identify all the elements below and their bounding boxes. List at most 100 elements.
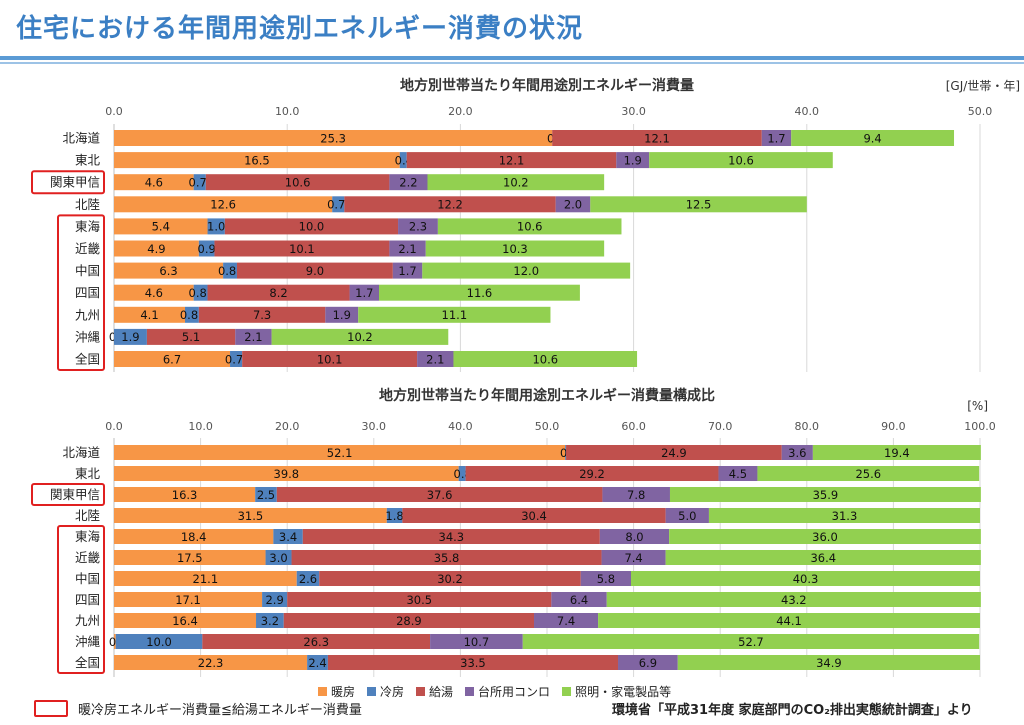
bar-kitchen: [781, 445, 813, 460]
data-label-hotwater: 8.2: [269, 286, 287, 300]
bar-lighting: [708, 508, 980, 523]
data-label-hotwater: 33.5: [460, 656, 486, 670]
bar-cooling: [207, 218, 225, 235]
x-tick-label: 10.0: [275, 105, 300, 118]
data-label-kitchen: 1.7: [398, 264, 416, 278]
category-label: 東北: [75, 153, 101, 168]
bar-lighting: [378, 284, 580, 301]
category-label: 九州: [75, 307, 100, 322]
bar-lighting: [606, 592, 981, 607]
bar-kitchen: [599, 529, 670, 544]
data-label-kitchen: 1.7: [767, 131, 785, 145]
bar-cooling: [296, 571, 320, 586]
data-label-cooling: 0.8: [218, 264, 236, 278]
bar-hotwater: [242, 351, 418, 367]
data-label-cooling: 10.0: [146, 635, 172, 649]
data-label-cooling: 0.9: [198, 242, 216, 256]
bar-cooling: [256, 613, 284, 628]
legend-item-kitchen: 台所用コンロ: [465, 683, 550, 700]
page-title: 住宅における年間用途別エネルギー消費の状況: [16, 14, 584, 44]
bar-lighting: [358, 306, 551, 323]
bar-heating: [114, 550, 266, 565]
data-label-lighting: 10.2: [347, 330, 373, 344]
category-label: 北陸: [75, 197, 100, 212]
data-label-cooling: 0.8: [180, 308, 198, 322]
bar-kitchen: [235, 328, 272, 345]
bar-heating: [114, 445, 566, 460]
data-label-kitchen: 2.1: [398, 242, 416, 256]
legend-swatch-heating: [318, 687, 327, 696]
highlight-note: 暖冷房エネルギー消費量≦給湯エネルギー消費量: [34, 699, 362, 718]
data-label-hotwater: 30.2: [437, 572, 463, 586]
bar-hotwater: [276, 487, 603, 502]
data-label-heating: 18.4: [181, 530, 207, 544]
bar-hotwater: [302, 529, 600, 544]
data-label-heating: 17.1: [175, 593, 201, 607]
bar-hotwater: [202, 634, 431, 649]
bar-lighting: [422, 262, 631, 279]
data-label-hotwater: 12.2: [437, 198, 463, 212]
legend-item-hotwater: 給湯: [416, 683, 453, 700]
bar-lighting: [812, 445, 981, 460]
x-tick-label: 90.0: [881, 420, 906, 433]
data-label-hotwater: 26.3: [303, 635, 329, 649]
data-label-lighting: 11.1: [442, 308, 468, 322]
bar-kitchen: [325, 306, 359, 323]
data-label-kitchen: 2.1: [244, 330, 262, 344]
bar-cooling: [332, 196, 345, 213]
legend-swatch-kitchen: [465, 687, 475, 696]
bar-hotwater: [287, 592, 552, 607]
x-tick-label: 10.0: [188, 420, 213, 433]
bar-hotwater: [566, 445, 782, 460]
data-label-heating: 6.7: [163, 352, 181, 366]
legend-label-heating: 暖房: [331, 685, 356, 699]
bar-cooling: [265, 550, 292, 565]
bar-lighting: [598, 613, 980, 628]
category-label: 四国: [75, 592, 100, 607]
legend-swatch-lighting: [562, 687, 572, 696]
data-label-kitchen: 6.4: [570, 593, 588, 607]
legend-label-lighting: 照明・家電製品等: [575, 685, 672, 699]
bar-lighting: [669, 529, 981, 544]
legend-label-hotwater: 給湯: [429, 685, 454, 699]
bar-hotwater: [406, 152, 617, 169]
bar-heating: [114, 306, 186, 323]
bar-kitchen: [417, 351, 454, 367]
category-label: 関東甲信: [50, 175, 100, 190]
bar-heating: [114, 240, 199, 257]
bar-cooling: [399, 152, 407, 169]
bar-cooling: [307, 655, 328, 670]
bar-lighting: [271, 328, 449, 345]
data-label-hotwater: 28.9: [396, 614, 422, 628]
bar-heating: [114, 218, 208, 235]
bar-lighting: [453, 351, 638, 367]
legend-item-cooling: 冷房: [367, 683, 404, 700]
highlight-box-sample: [34, 700, 68, 717]
bar-hotwater: [283, 613, 535, 628]
category-label: 近畿: [75, 241, 101, 256]
legend-item-lighting: 照明・家電製品等: [562, 683, 671, 700]
bar-hotwater: [402, 508, 666, 523]
bar-heating: [114, 655, 308, 670]
chart-unit-2: [%]: [967, 399, 988, 413]
bar-heating: [114, 529, 274, 544]
data-label-lighting: 31.3: [832, 509, 858, 523]
category-label: 北海道: [62, 445, 100, 460]
x-tick-label: 20.0: [275, 420, 300, 433]
bar-lighting: [757, 466, 980, 481]
category-label: 中国: [75, 571, 100, 586]
bar-heating: [114, 634, 116, 649]
legend-label-kitchen: 台所用コンロ: [478, 685, 551, 699]
highlight-box-kanto: [31, 483, 105, 506]
x-tick-label: 40.0: [448, 420, 473, 433]
bar-cooling: [115, 634, 203, 649]
data-label-kitchen: 1.9: [624, 153, 642, 167]
data-label-lighting: 36.0: [812, 530, 838, 544]
bar-lighting: [665, 550, 981, 565]
data-label-cooling: 0.8: [189, 286, 207, 300]
data-label-lighting: 43.2: [781, 593, 807, 607]
bar-hotwater: [465, 466, 719, 481]
data-label-cooling: 3.2: [261, 614, 279, 628]
x-tick-label: 70.0: [708, 420, 733, 433]
data-label-kitchen: 1.7: [355, 286, 373, 300]
